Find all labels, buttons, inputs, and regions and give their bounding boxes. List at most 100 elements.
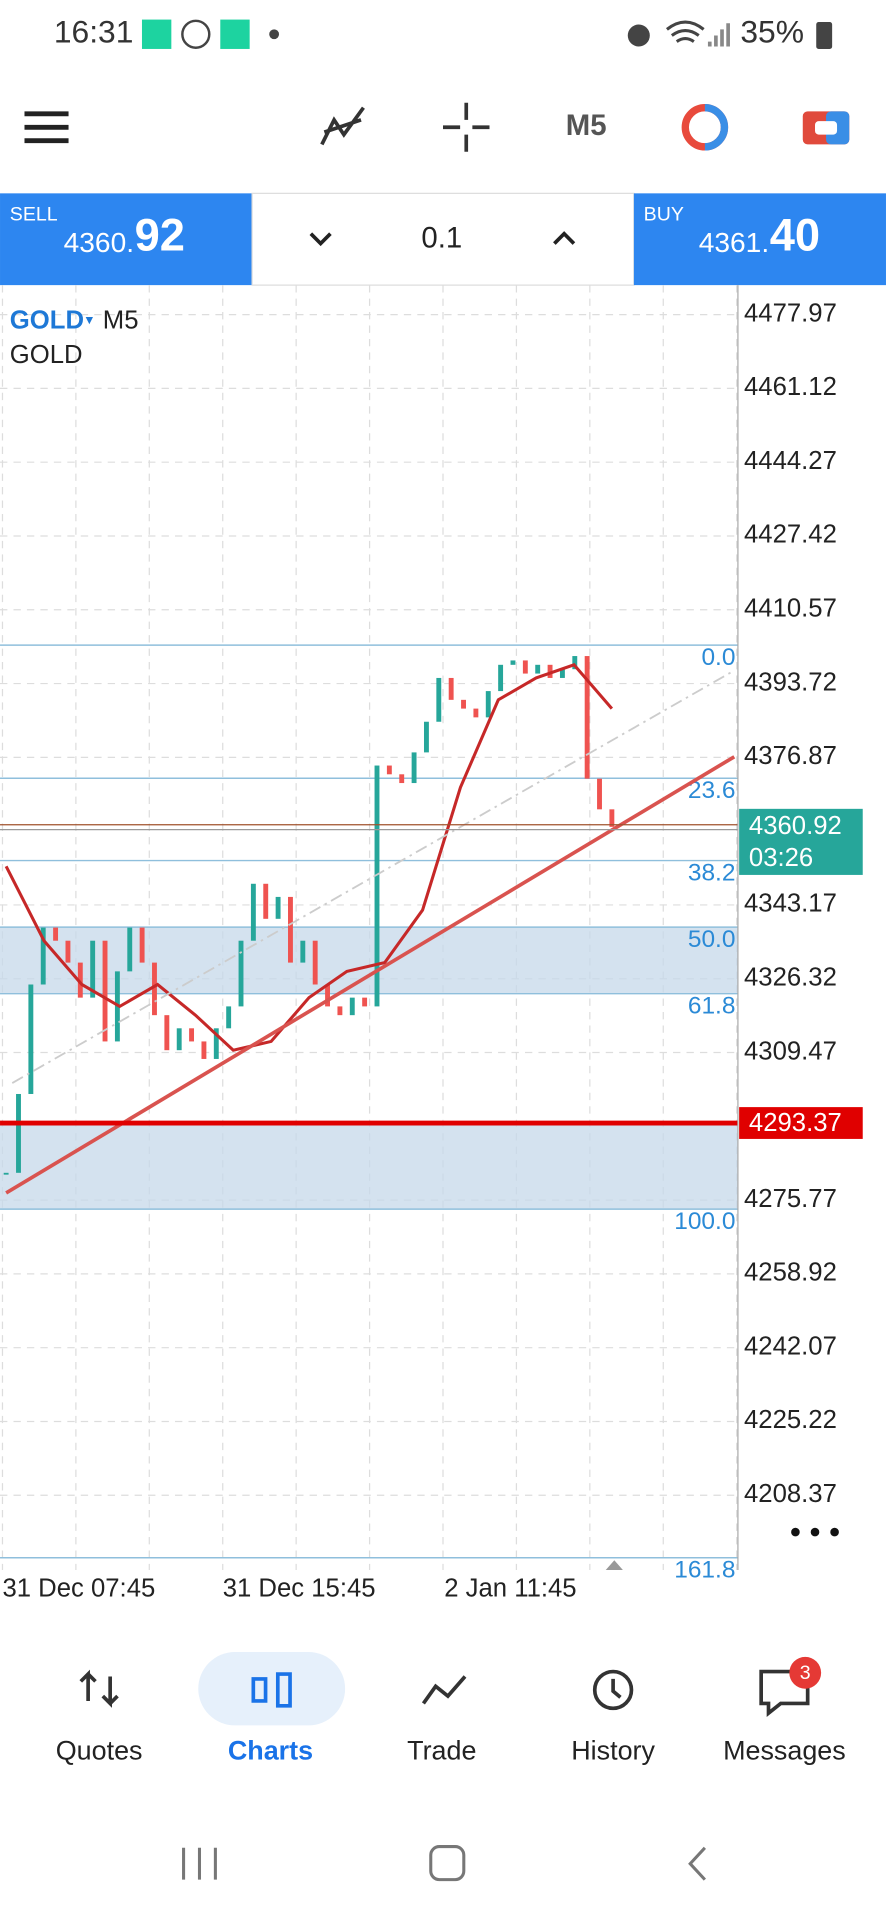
candle	[498, 664, 504, 692]
candle	[152, 962, 157, 1016]
candle	[16, 1093, 21, 1173]
candle	[386, 765, 392, 775]
candle	[547, 664, 553, 678]
app-icon	[220, 19, 250, 49]
volume[interactable]: 0.1	[421, 222, 462, 255]
nav-label[interactable]: Charts	[228, 1735, 313, 1765]
nav-label[interactable]: History	[571, 1735, 655, 1765]
level-tag	[739, 1107, 863, 1139]
candle	[40, 927, 46, 985]
badge-count: 3	[800, 1662, 811, 1684]
candle	[238, 940, 244, 1007]
candle	[399, 774, 405, 784]
candle	[325, 984, 330, 1007]
candle	[176, 1028, 182, 1051]
candle	[448, 677, 454, 700]
candle	[275, 896, 281, 919]
back-button[interactable]	[688, 1846, 706, 1881]
candle	[559, 669, 565, 678]
y-tick-label: 4208.37	[744, 1480, 837, 1508]
buy-price-big: 40	[770, 210, 820, 261]
candle	[164, 1015, 170, 1051]
candle	[90, 940, 96, 998]
y-tick-label: 4225.22	[744, 1406, 837, 1434]
candle	[288, 896, 293, 963]
level-label: 4293.37	[749, 1109, 842, 1137]
candle	[53, 927, 59, 941]
nav-label[interactable]: Trade	[407, 1735, 476, 1765]
y-tick-label: 4376.87	[744, 742, 837, 770]
x-tick-label: 31 Dec 07:45	[2, 1574, 155, 1602]
timeframe-button[interactable]: M5	[566, 109, 607, 142]
candle	[572, 656, 578, 670]
symbol-dropdown[interactable]	[85, 316, 94, 325]
buy-button[interactable]	[633, 193, 886, 286]
nav-label[interactable]: Quotes	[56, 1735, 143, 1765]
candle	[584, 656, 590, 779]
battery-icon	[816, 22, 833, 49]
wifi-icon	[665, 20, 705, 43]
candle	[250, 883, 256, 941]
candle	[312, 940, 318, 985]
fib-zone	[0, 927, 738, 994]
moving-average	[4, 663, 614, 1052]
home-button[interactable]	[429, 1845, 466, 1882]
candle	[535, 664, 541, 674]
scroll-marker	[605, 1560, 623, 1571]
candle	[510, 660, 516, 665]
dot	[269, 29, 280, 40]
candle	[362, 997, 368, 1007]
fib-label: 38.2	[688, 859, 736, 886]
crosshair-button[interactable]	[443, 102, 490, 152]
chart-timeframe: M5	[103, 307, 139, 335]
y-tick-label: 4242.07	[744, 1332, 837, 1360]
current-price: 4360.92	[749, 812, 842, 840]
price-tag	[739, 808, 863, 875]
nav-label[interactable]: Messages	[723, 1735, 846, 1765]
x-tick-label: 31 Dec 15:45	[223, 1574, 376, 1602]
symbol-description: GOLD	[10, 341, 83, 369]
signal-icon	[707, 23, 730, 47]
volume-up[interactable]	[553, 231, 576, 245]
indicators-button[interactable]	[320, 106, 365, 146]
fib-label: 161.8	[674, 1557, 735, 1584]
trade-icon	[421, 1675, 467, 1705]
more-dot[interactable]	[830, 1527, 839, 1537]
candle	[461, 699, 466, 709]
menu-button[interactable]	[24, 111, 69, 144]
y-tick-label: 4343.17	[744, 890, 837, 918]
quotes-icon	[79, 1669, 119, 1708]
clock-button-part	[704, 104, 729, 151]
app-icon	[141, 19, 172, 49]
more-dot[interactable]	[810, 1527, 820, 1537]
charts-highlight	[198, 1652, 346, 1726]
volume-down[interactable]	[309, 232, 332, 247]
battery-level: 35%	[740, 14, 804, 50]
candle	[189, 1028, 195, 1042]
candle	[423, 721, 429, 753]
bottom-nav: Quotes Charts Trade History Messages	[56, 1735, 846, 1765]
badge	[789, 1656, 822, 1689]
symbol[interactable]: GOLD	[10, 307, 84, 335]
fib-zone	[0, 1123, 738, 1210]
y-tick-label: 4477.97	[744, 299, 837, 327]
candle	[139, 927, 145, 963]
candle	[3, 1172, 9, 1175]
candle	[597, 778, 602, 810]
y-tick-label: 4444.27	[744, 447, 837, 475]
candle	[436, 677, 442, 722]
candle	[337, 1006, 343, 1016]
candle	[213, 1028, 219, 1059]
fib-label: 0.0	[701, 644, 735, 671]
trade-button-part	[826, 111, 850, 145]
more-dot[interactable]	[791, 1527, 800, 1537]
candle	[102, 940, 108, 1042]
candle	[349, 997, 355, 1016]
alarm-icon	[627, 24, 650, 47]
candle	[201, 1041, 207, 1059]
x-tick-label: 2 Jan 11:45	[444, 1574, 576, 1602]
charts-icon	[251, 1672, 292, 1708]
sell-button[interactable]	[0, 193, 253, 286]
recent-apps[interactable]	[182, 1847, 217, 1880]
